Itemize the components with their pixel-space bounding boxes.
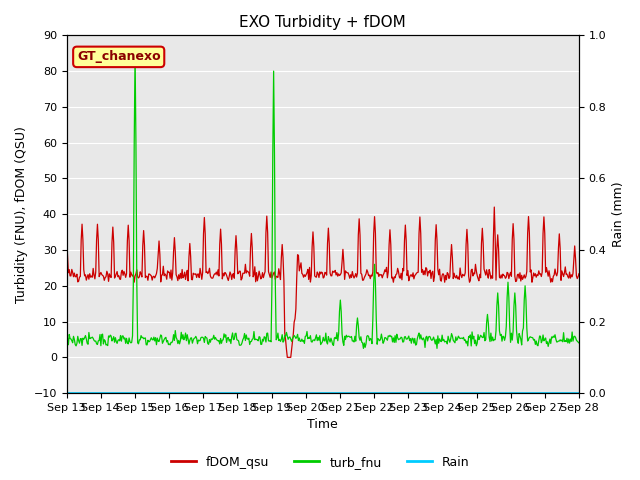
fDOM_qsu xyxy=(406,274,413,280)
Y-axis label: Turbidity (FNU), fDOM (QSU): Turbidity (FNU), fDOM (QSU) xyxy=(15,126,28,303)
Line: fDOM_qsu: fDOM_qsu xyxy=(67,207,579,357)
turb_fnu xyxy=(296,335,303,341)
turb_fnu xyxy=(63,339,70,345)
turb_fnu xyxy=(360,346,367,351)
Line: turb_fnu: turb_fnu xyxy=(67,53,579,348)
fDOM_qsu xyxy=(490,204,498,210)
X-axis label: Time: Time xyxy=(307,419,338,432)
turb_fnu xyxy=(367,336,374,341)
turb_fnu xyxy=(154,338,162,344)
turb_fnu xyxy=(451,338,458,344)
Rain xyxy=(449,390,456,396)
fDOM_qsu xyxy=(154,265,161,271)
fDOM_qsu xyxy=(575,271,583,276)
Title: EXO Turbidity + fDOM: EXO Turbidity + fDOM xyxy=(239,15,406,30)
fDOM_qsu xyxy=(365,272,373,278)
fDOM_qsu xyxy=(195,271,202,277)
Rain xyxy=(365,390,372,396)
Rain xyxy=(294,390,302,396)
Y-axis label: Rain (mm): Rain (mm) xyxy=(612,181,625,247)
fDOM_qsu xyxy=(296,268,303,274)
turb_fnu xyxy=(131,50,139,56)
fDOM_qsu xyxy=(449,276,457,281)
turb_fnu xyxy=(575,340,583,346)
Legend: fDOM_qsu, turb_fnu, Rain: fDOM_qsu, turb_fnu, Rain xyxy=(166,451,474,474)
fDOM_qsu xyxy=(284,354,291,360)
Rain xyxy=(405,390,413,396)
Text: GT_chanexo: GT_chanexo xyxy=(77,50,161,63)
Rain xyxy=(63,390,70,396)
Rain xyxy=(154,390,161,396)
fDOM_qsu xyxy=(63,239,70,245)
turb_fnu xyxy=(195,338,203,344)
turb_fnu xyxy=(406,336,414,341)
Rain xyxy=(195,390,202,396)
Rain xyxy=(575,390,583,396)
